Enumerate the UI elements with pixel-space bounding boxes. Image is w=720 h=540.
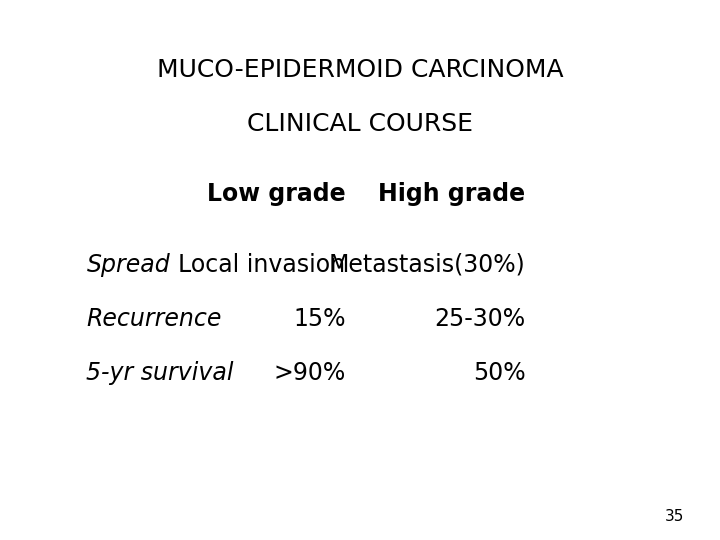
Text: Spread: Spread [86,253,170,276]
Text: High grade: High grade [379,183,526,206]
Text: 15%: 15% [293,307,346,330]
Text: Low grade: Low grade [207,183,346,206]
Text: 25-30%: 25-30% [434,307,526,330]
Text: 35: 35 [665,509,684,524]
Text: 50%: 50% [473,361,526,384]
Text: Local invasion: Local invasion [179,253,346,276]
Text: CLINICAL COURSE: CLINICAL COURSE [247,112,473,136]
Text: Recurrence: Recurrence [86,307,222,330]
Text: 5-yr survival: 5-yr survival [86,361,234,384]
Text: >90%: >90% [274,361,346,384]
Text: MUCO-EPIDERMOID CARCINOMA: MUCO-EPIDERMOID CARCINOMA [157,58,563,82]
Text: Metastasis(30%): Metastasis(30%) [329,253,526,276]
